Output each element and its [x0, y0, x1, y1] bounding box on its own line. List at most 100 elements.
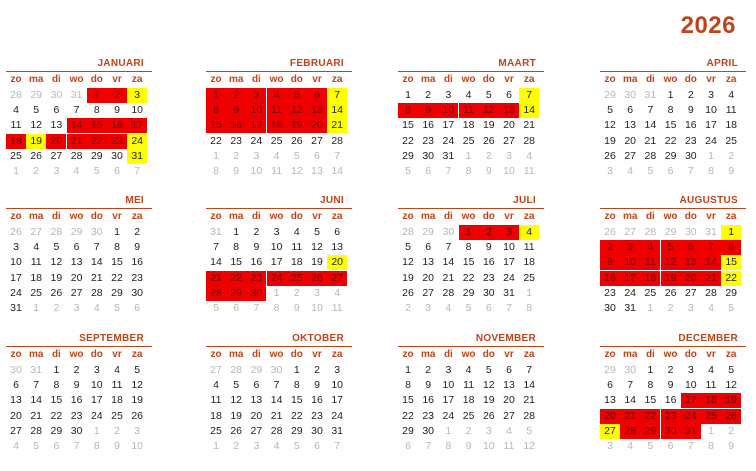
day-cell: 11: [210, 394, 222, 407]
day-cell: 22: [86, 133, 107, 149]
day-cell: 10: [246, 103, 267, 119]
weekday-header: do: [684, 74, 697, 85]
month-januari: JANUARI zo ma di wo do vr za 28 29 30 31 1 2 3 4 5 6 7 8 9 10…: [6, 58, 152, 177]
day-cell: 9: [600, 255, 620, 271]
day-cell: 20: [624, 134, 637, 147]
month-rule: [398, 346, 544, 347]
weekday-header: wo: [69, 74, 84, 85]
weekday-header: ma: [420, 211, 436, 222]
day-cell: 5: [134, 364, 141, 376]
day-cell: 28: [331, 134, 344, 147]
day-cell: 19: [26, 133, 47, 149]
day-cell: 6: [53, 440, 60, 452]
day-cell: 7: [334, 149, 341, 162]
day-cell: 3: [499, 225, 519, 240]
day-cell: 24: [680, 408, 701, 424]
weekday-header: za: [131, 74, 143, 85]
day-cell: 13: [503, 379, 515, 392]
day-cell: 9: [114, 440, 120, 452]
day-cell: 3: [485, 424, 492, 437]
day-cell: 24: [10, 286, 22, 299]
month-juli: JULI zo ma di wo do vr za 28 29 30 1 2 3 4 5 6 7 8 9 10 11 12 1…: [398, 195, 544, 314]
day-cell: 3: [607, 440, 613, 452]
day-cell: 1: [647, 302, 654, 314]
day-cell: 5: [293, 440, 300, 452]
day-cell: 25: [30, 286, 43, 299]
weekday-header: za: [523, 211, 535, 222]
day-cell: 1: [33, 302, 40, 314]
day-cell: 17: [620, 270, 641, 286]
day-cell: 7: [627, 379, 634, 392]
weekday-header: wo: [461, 211, 476, 222]
day-cell: 11: [725, 104, 737, 117]
day-cell: 3: [134, 424, 141, 437]
day-cell: 24: [331, 409, 344, 422]
day-cell: 22: [210, 134, 222, 147]
day-cell: 20: [327, 255, 348, 271]
day-cell: 9: [114, 104, 120, 117]
day-cell: 20: [46, 133, 67, 149]
day-cell: 21: [442, 271, 455, 284]
day-cell: 13: [311, 165, 323, 177]
day-cell: 16: [250, 256, 263, 269]
weekday-header: za: [131, 349, 143, 360]
month-rule: [398, 208, 544, 209]
day-cell: 4: [708, 364, 714, 376]
day-cell: 30: [422, 149, 435, 162]
day-cell: 25: [210, 424, 222, 437]
day-cell: 16: [482, 256, 495, 269]
day-cell: 7: [445, 165, 452, 177]
day-cell: 4: [114, 364, 120, 376]
day-cell: 26: [721, 408, 742, 424]
day-cell: 8: [721, 240, 742, 256]
day-cell: 18: [266, 118, 287, 134]
weekday-header: do: [684, 211, 697, 222]
day-cell: 26: [482, 134, 495, 147]
weekday-header: zo: [210, 74, 222, 85]
weekday-header: vr: [312, 349, 322, 360]
day-cell: 30: [311, 424, 323, 437]
day-cell: 6: [405, 440, 411, 452]
day-cell: 7: [506, 302, 512, 314]
day-cell: 14: [442, 256, 455, 269]
day-cell: 8: [526, 302, 533, 314]
day-cell: 15: [50, 394, 63, 407]
day-cell: 1: [445, 424, 452, 437]
day-cell: 23: [131, 271, 144, 284]
day-cell: 2: [226, 88, 247, 103]
month-november: NOVEMBER zo ma di wo do vr za 1 2 3 4 5 6 7 8 9 10 11 12 13 1…: [398, 333, 544, 452]
day-cell: 6: [73, 241, 80, 254]
day-cell: 13: [307, 103, 327, 119]
day-cell: 13: [422, 256, 435, 269]
day-cell: 28: [270, 424, 283, 437]
day-cell: 5: [93, 165, 100, 177]
day-cell: 30: [604, 302, 616, 314]
day-cell: 29: [226, 285, 247, 301]
day-cell: 5: [233, 379, 240, 392]
day-cell: 29: [664, 226, 677, 238]
day-cell: 31: [127, 148, 148, 164]
day-cell: 24: [90, 409, 103, 422]
day-cell: 11: [266, 103, 287, 119]
day-cell: 1: [465, 149, 472, 162]
day-cell: 8: [206, 103, 226, 119]
day-cell: 10: [684, 379, 697, 392]
day-cell: 2: [33, 165, 40, 177]
day-cell: 8: [53, 379, 60, 392]
day-cell: 25: [701, 408, 721, 424]
day-cell: 15: [206, 118, 226, 134]
day-cell: 2: [73, 364, 80, 376]
day-cell: 4: [728, 89, 735, 101]
month-juni: JUNI zo ma di wo do vr za 31 1 2 3 4 5 6 7 8 9 10 11 12 13 14 1…: [206, 195, 352, 314]
day-cell: 14: [331, 165, 344, 177]
day-cell: 26: [10, 226, 22, 238]
day-cell: 27: [600, 423, 620, 439]
day-cell: 11: [30, 256, 42, 269]
day-cell: 10: [90, 379, 103, 392]
day-cell: 26: [230, 424, 243, 437]
day-cell: 5: [114, 302, 120, 314]
day-cell: 30: [684, 149, 697, 162]
day-cell: 20: [503, 119, 515, 132]
day-cell: 3: [445, 89, 452, 101]
day-cell: 5: [647, 165, 654, 177]
